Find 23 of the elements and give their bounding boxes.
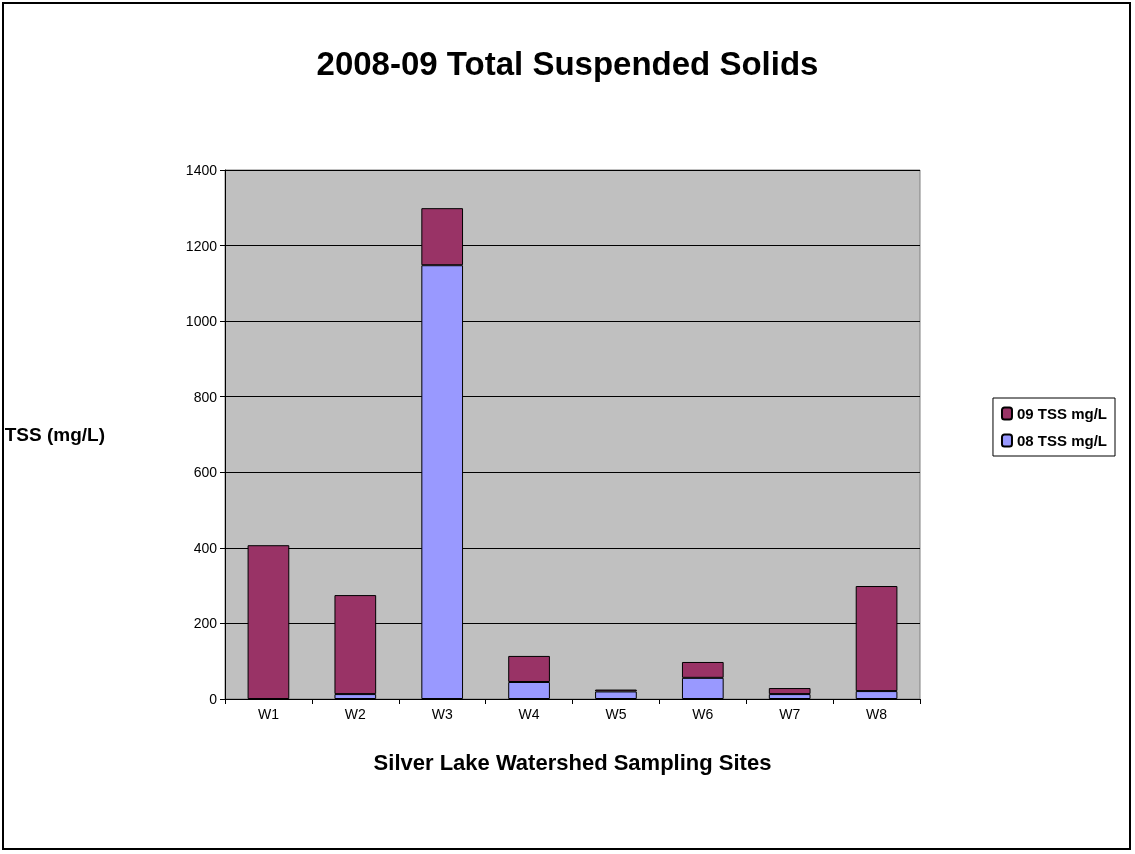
bar (595, 691, 637, 699)
y-tick-label: 400 (193, 539, 218, 556)
y-axis-title: TSS (mg/L) (4, 424, 105, 445)
y-tick-label: 800 (193, 388, 218, 405)
chart-title: 2008-09 Total Suspended Solids (316, 45, 819, 82)
y-tick-label: 1000 (185, 313, 218, 330)
legend-label: 09 TSS mg/L (1016, 405, 1108, 422)
bar (768, 688, 811, 695)
x-tick-label: W1 (257, 706, 280, 722)
x-tick-label: W5 (605, 706, 627, 722)
y-tick-label: 1400 (185, 162, 218, 178)
y-tick-label: 600 (193, 464, 218, 481)
x-tick-label: W4 (518, 706, 540, 722)
y-tick-label: 1200 (185, 237, 218, 254)
x-tick-label: W6 (692, 706, 714, 722)
legend-label: 08 TSS mg/L (1016, 432, 1108, 449)
y-tick-label: 0 (209, 691, 218, 707)
y-tick-label: 200 (193, 615, 218, 632)
x-tick-label: W8 (866, 706, 888, 722)
x-tick-label: W2 (344, 706, 367, 722)
x-axis-title: Silver Lake Watershed Sampling Sites (373, 749, 772, 775)
x-tick-label: W3 (431, 706, 453, 722)
x-tick-label: W7 (779, 706, 801, 722)
